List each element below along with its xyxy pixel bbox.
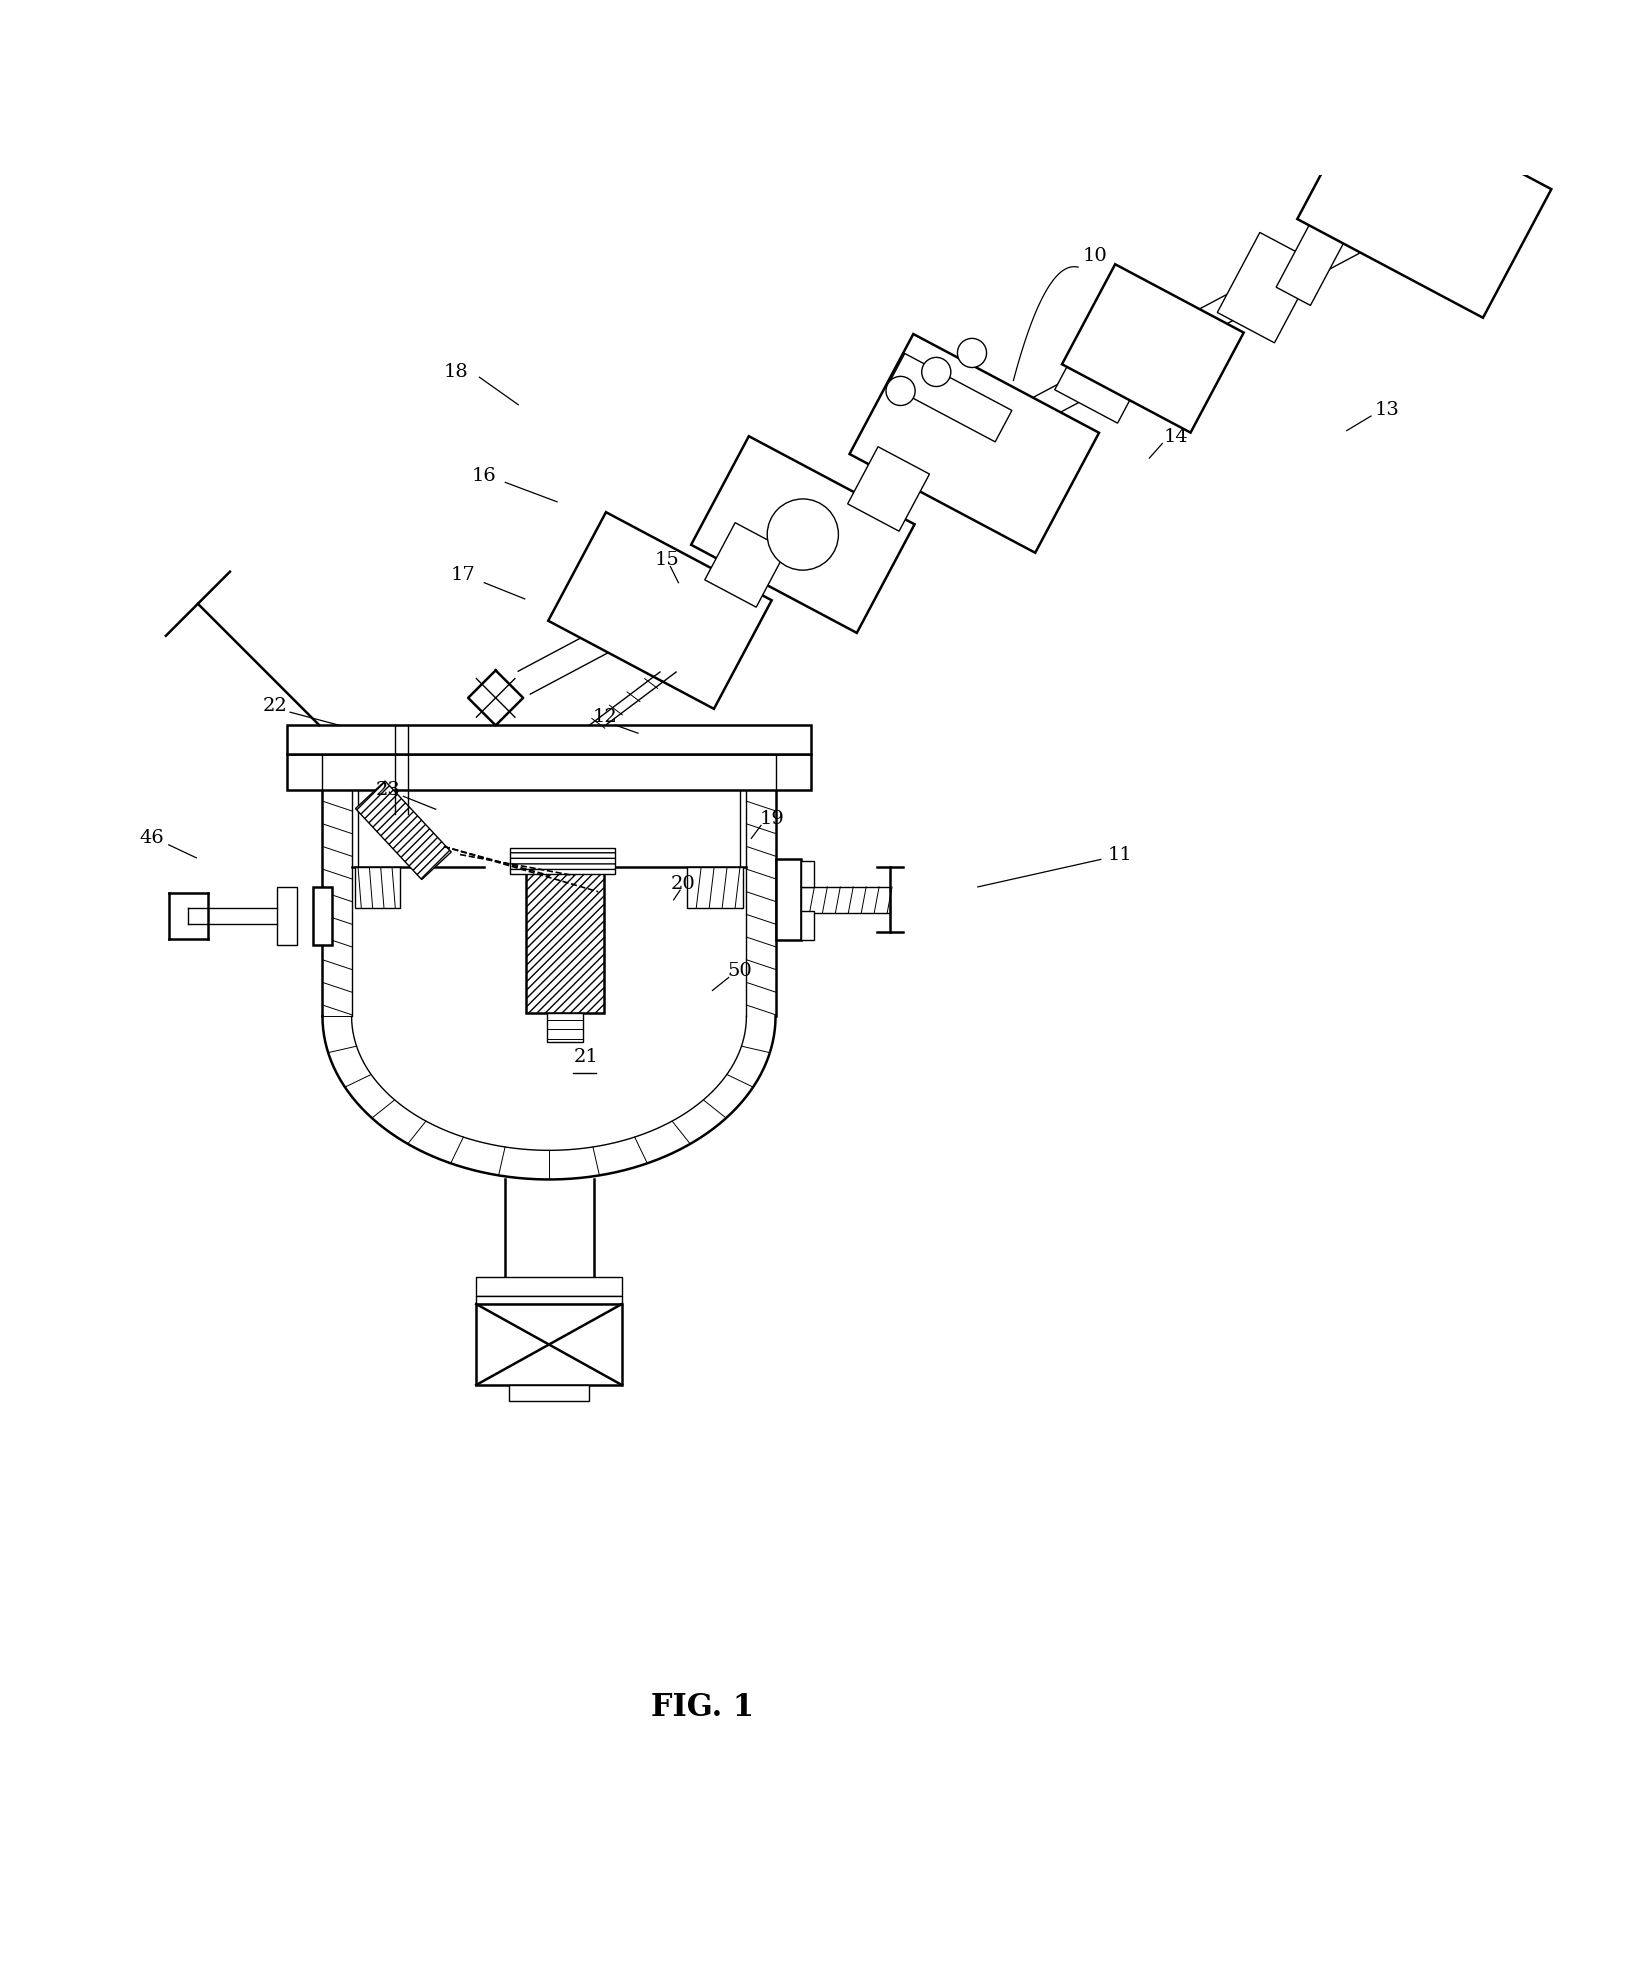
Bar xyxy=(801,862,814,888)
Circle shape xyxy=(767,500,839,571)
Text: 17: 17 xyxy=(450,565,475,584)
Bar xyxy=(509,1385,589,1401)
Text: 18: 18 xyxy=(444,364,468,382)
Bar xyxy=(1054,327,1151,423)
Circle shape xyxy=(886,376,916,405)
Bar xyxy=(511,848,615,874)
Bar xyxy=(1276,224,1343,305)
Bar xyxy=(1062,264,1244,433)
Text: FIG. 1: FIG. 1 xyxy=(651,1692,754,1722)
Bar xyxy=(277,888,297,945)
Text: 21: 21 xyxy=(573,1047,597,1067)
Bar xyxy=(705,523,787,608)
Circle shape xyxy=(958,338,987,368)
Bar xyxy=(287,724,811,754)
Text: 11: 11 xyxy=(1106,846,1133,864)
Bar xyxy=(1297,91,1552,317)
Text: 10: 10 xyxy=(1084,246,1108,266)
Bar xyxy=(690,437,914,634)
Bar xyxy=(477,1297,622,1305)
Bar xyxy=(287,754,811,789)
Circle shape xyxy=(922,358,951,386)
Text: 15: 15 xyxy=(654,551,679,569)
Bar xyxy=(801,888,891,913)
Text: 14: 14 xyxy=(1164,429,1188,447)
Text: 16: 16 xyxy=(472,466,496,484)
Bar xyxy=(801,911,814,941)
Text: 20: 20 xyxy=(671,874,695,893)
Bar xyxy=(888,354,1012,443)
Text: 50: 50 xyxy=(726,962,752,980)
Bar xyxy=(548,512,772,708)
Bar xyxy=(687,868,743,907)
Bar xyxy=(850,335,1098,553)
Text: 23: 23 xyxy=(375,781,401,799)
Bar xyxy=(847,447,930,531)
Bar xyxy=(477,1305,622,1385)
Bar xyxy=(527,868,604,1014)
Bar xyxy=(477,1277,622,1297)
Text: 12: 12 xyxy=(592,708,617,726)
Text: 22: 22 xyxy=(263,697,287,714)
Bar xyxy=(775,860,801,941)
Text: 13: 13 xyxy=(1374,401,1399,419)
Text: 46: 46 xyxy=(140,829,165,848)
Text: 19: 19 xyxy=(759,811,785,829)
Bar xyxy=(313,888,333,945)
Bar xyxy=(356,781,452,880)
Polygon shape xyxy=(468,671,524,726)
Bar xyxy=(1217,232,1317,342)
Bar xyxy=(354,868,400,907)
Bar xyxy=(547,1014,583,1043)
